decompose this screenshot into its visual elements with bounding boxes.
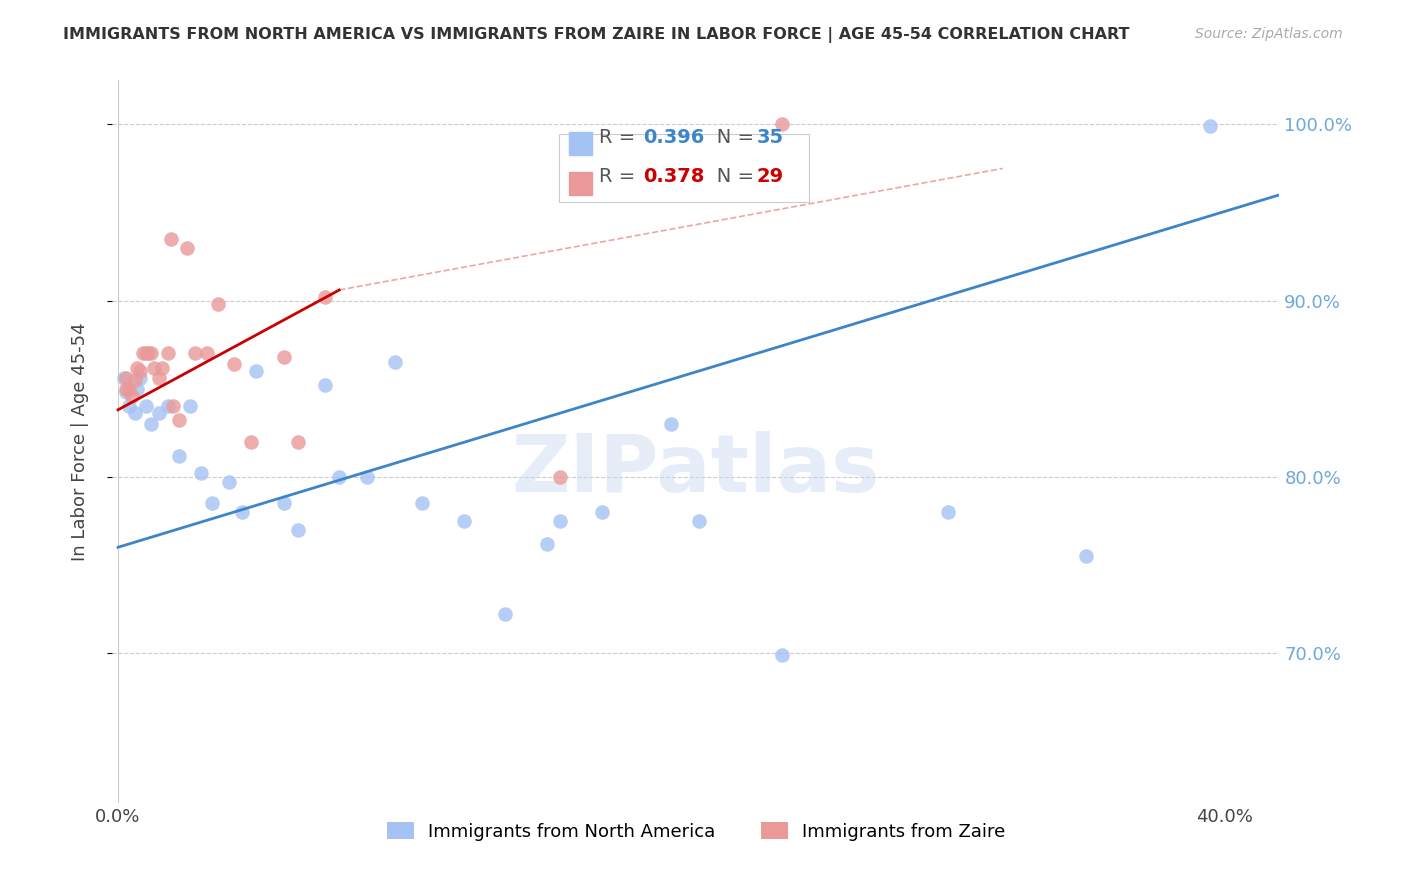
Point bbox=[127, 360, 149, 375]
Point bbox=[218, 475, 240, 489]
Y-axis label: In Labor Force | Age 45-54: In Labor Force | Age 45-54 bbox=[70, 322, 89, 561]
Text: ZIPatlas: ZIPatlas bbox=[512, 432, 880, 509]
Point bbox=[287, 434, 309, 449]
Point bbox=[132, 346, 155, 360]
Point bbox=[179, 399, 201, 413]
Point bbox=[135, 399, 157, 413]
Text: IMMIGRANTS FROM NORTH AMERICA VS IMMIGRANTS FROM ZAIRE IN LABOR FORCE | AGE 45-5: IMMIGRANTS FROM NORTH AMERICA VS IMMIGRA… bbox=[63, 27, 1130, 43]
Point bbox=[195, 346, 218, 360]
Point bbox=[591, 505, 613, 519]
Point bbox=[148, 406, 170, 420]
Point bbox=[118, 382, 141, 396]
Point bbox=[770, 117, 793, 131]
FancyBboxPatch shape bbox=[560, 135, 810, 202]
Text: Source: ZipAtlas.com: Source: ZipAtlas.com bbox=[1195, 27, 1343, 41]
Text: 0.378: 0.378 bbox=[644, 168, 704, 186]
Point bbox=[141, 417, 163, 431]
Point bbox=[141, 346, 163, 360]
Point bbox=[129, 364, 152, 378]
Point bbox=[129, 371, 152, 385]
Point bbox=[231, 505, 253, 519]
Point bbox=[770, 648, 793, 662]
Point bbox=[314, 378, 336, 392]
Point bbox=[273, 350, 295, 364]
Point bbox=[190, 467, 212, 481]
Point bbox=[224, 357, 246, 371]
Point bbox=[411, 496, 433, 510]
Point bbox=[453, 514, 475, 528]
Point bbox=[115, 382, 138, 396]
Bar bbox=[569, 132, 592, 155]
Text: 29: 29 bbox=[756, 168, 783, 186]
Point bbox=[201, 496, 224, 510]
Point bbox=[156, 346, 179, 360]
Point bbox=[115, 385, 138, 400]
Point bbox=[138, 346, 160, 360]
Point bbox=[384, 355, 406, 369]
Point bbox=[1074, 549, 1097, 563]
Point bbox=[143, 360, 166, 375]
Point bbox=[536, 537, 558, 551]
Point bbox=[159, 232, 181, 246]
Point bbox=[127, 382, 149, 396]
Point bbox=[176, 241, 198, 255]
Text: N =: N = bbox=[699, 128, 761, 147]
Point bbox=[550, 514, 572, 528]
Point bbox=[356, 470, 378, 484]
Point bbox=[688, 514, 710, 528]
Text: R =: R = bbox=[599, 168, 641, 186]
Point bbox=[135, 346, 157, 360]
Point bbox=[550, 470, 572, 484]
Point bbox=[124, 406, 146, 420]
Legend: Immigrants from North America, Immigrants from Zaire: Immigrants from North America, Immigrant… bbox=[380, 815, 1012, 848]
Point bbox=[124, 373, 146, 387]
Point bbox=[287, 523, 309, 537]
Point bbox=[936, 505, 959, 519]
Point bbox=[245, 364, 267, 378]
Point bbox=[494, 607, 516, 622]
Point bbox=[207, 297, 229, 311]
Text: 35: 35 bbox=[756, 128, 783, 147]
Point bbox=[156, 399, 179, 413]
Text: R =: R = bbox=[599, 128, 641, 147]
Point bbox=[167, 413, 190, 427]
Point bbox=[167, 449, 190, 463]
Point bbox=[1199, 119, 1222, 133]
Point bbox=[273, 496, 295, 510]
Point bbox=[239, 434, 262, 449]
Text: N =: N = bbox=[699, 168, 761, 186]
Point bbox=[184, 346, 207, 360]
Point bbox=[328, 470, 350, 484]
Point bbox=[121, 389, 143, 403]
Bar bbox=[569, 172, 592, 195]
Point bbox=[314, 290, 336, 304]
Point bbox=[659, 417, 682, 431]
Point bbox=[148, 371, 170, 385]
Point bbox=[150, 360, 173, 375]
Point bbox=[118, 399, 141, 413]
Text: 0.396: 0.396 bbox=[644, 128, 704, 147]
Point bbox=[115, 371, 138, 385]
Point bbox=[162, 399, 184, 413]
Point bbox=[112, 371, 135, 385]
